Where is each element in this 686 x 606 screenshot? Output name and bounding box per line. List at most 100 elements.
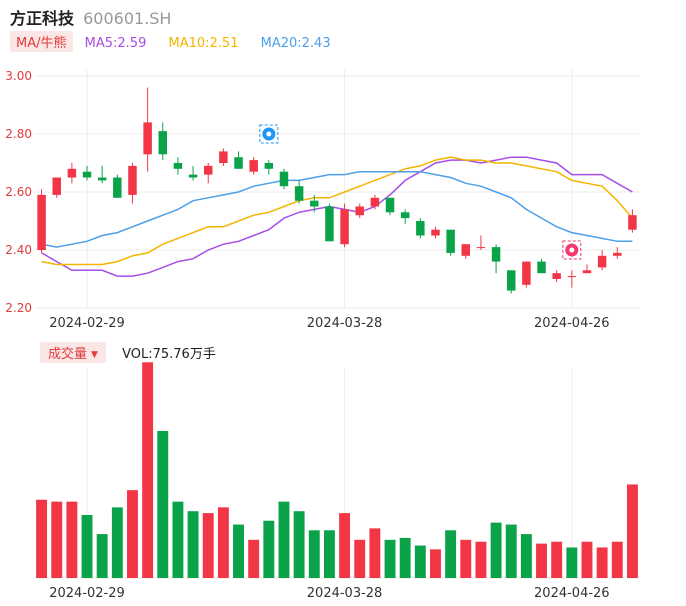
candle-body <box>385 197 395 213</box>
candle <box>279 168 289 190</box>
volume-bar <box>399 537 411 578</box>
volume-value: VOL:75.76万手 <box>122 347 216 362</box>
candle-body <box>173 163 183 169</box>
volume-bar <box>233 524 244 578</box>
candle-body <box>128 165 137 195</box>
ma20-legend: MA20:2.43 <box>260 36 331 51</box>
candle <box>264 160 274 175</box>
volume-indicator-selector[interactable]: 成交量 ▼ <box>40 342 106 363</box>
volume-bar <box>505 524 517 578</box>
x-tick-label: 2024-03-28 <box>307 316 383 331</box>
candle-body <box>310 200 319 207</box>
candle-body <box>67 168 77 178</box>
candle-body <box>325 206 334 242</box>
volume-bar <box>172 501 184 578</box>
marker-frame <box>562 240 582 260</box>
bear-badge-icon <box>259 124 279 144</box>
candle-body <box>264 163 274 169</box>
volume-bar <box>202 513 214 578</box>
volume-bar <box>354 539 366 578</box>
volume-legend: 成交量 ▼ VOL:75.76万手 <box>40 342 216 363</box>
candle <box>234 151 243 169</box>
ma5-legend: MA5:2.59 <box>84 36 147 51</box>
candle <box>310 194 319 213</box>
candle <box>582 264 592 274</box>
candle-body <box>158 131 168 155</box>
volume-bar <box>384 539 396 578</box>
candle <box>446 229 455 256</box>
candle <box>52 177 61 198</box>
x-tick-label: 2024-04-26 <box>534 316 610 331</box>
x-tick-label: 2024-02-29 <box>49 316 125 331</box>
volume-bar <box>308 530 320 578</box>
volume-bar <box>81 515 93 578</box>
candle <box>97 165 107 184</box>
volume-bar <box>490 522 502 578</box>
candle-body <box>446 229 455 253</box>
marker-center <box>569 247 575 253</box>
candle-body <box>628 215 637 230</box>
candle-body <box>279 171 289 187</box>
candle-body <box>522 261 531 285</box>
candle <box>522 261 531 288</box>
candle <box>355 203 364 219</box>
volume-bar <box>611 541 623 578</box>
volume-bar <box>460 539 472 578</box>
y-tick-label: 2.80 <box>5 127 32 141</box>
candle <box>416 218 425 239</box>
candle-body <box>567 276 577 278</box>
candle <box>113 174 122 198</box>
volume-bar <box>414 545 426 578</box>
candle-body <box>400 212 410 219</box>
candle-body <box>294 186 304 201</box>
volume-bar <box>369 528 381 578</box>
volume-bar <box>157 431 169 578</box>
candle <box>431 226 440 239</box>
stock-code: 600601.SH <box>83 9 172 28</box>
volume-bar <box>323 530 335 578</box>
candle-body <box>37 194 46 250</box>
bull-badge-icon <box>562 240 582 260</box>
candle <box>491 244 501 274</box>
marker-center <box>266 131 272 137</box>
candle <box>188 165 198 181</box>
stock-header: 方正科技 600601.SH <box>10 5 172 28</box>
volume-bar <box>520 534 532 578</box>
volume-x-tick-label: 2024-04-26 <box>534 586 610 601</box>
candle <box>249 157 258 175</box>
volume-bar <box>596 547 608 578</box>
candle <box>143 87 152 172</box>
candle-body <box>461 244 471 256</box>
candle-body <box>143 122 152 155</box>
y-tick-label: 2.20 <box>5 301 32 315</box>
candle <box>537 258 546 274</box>
ma-line-ma5 <box>41 156 633 277</box>
volume-bar <box>581 541 593 578</box>
candle <box>476 235 486 250</box>
y-tick-label: 2.40 <box>5 243 32 257</box>
candle <box>506 270 516 294</box>
volume-bar <box>142 362 154 578</box>
volume-bar <box>626 484 638 578</box>
volume-bar <box>217 507 229 578</box>
candle-body <box>613 252 622 256</box>
ma-line-ma20 <box>41 170 633 248</box>
candle-body <box>355 206 364 216</box>
candle <box>203 163 213 184</box>
candle <box>340 203 349 248</box>
candle-body <box>340 209 349 245</box>
candle-body <box>370 197 380 207</box>
ma-indicator-selector[interactable]: MA/牛熊 <box>10 31 73 52</box>
volume-bar <box>187 511 199 578</box>
ma-legend: MA/牛熊 MA5:2.59 MA10:2.51 MA20:2.43 <box>10 31 349 53</box>
volume-bar <box>430 549 441 578</box>
candle <box>461 244 471 259</box>
volume-bar <box>51 501 63 578</box>
candle <box>385 197 395 216</box>
candle-body <box>582 270 592 274</box>
candle-body <box>491 247 501 262</box>
candle-body <box>203 165 213 175</box>
candle <box>597 250 607 271</box>
candle-body <box>188 174 198 178</box>
volume-bar <box>536 543 547 578</box>
